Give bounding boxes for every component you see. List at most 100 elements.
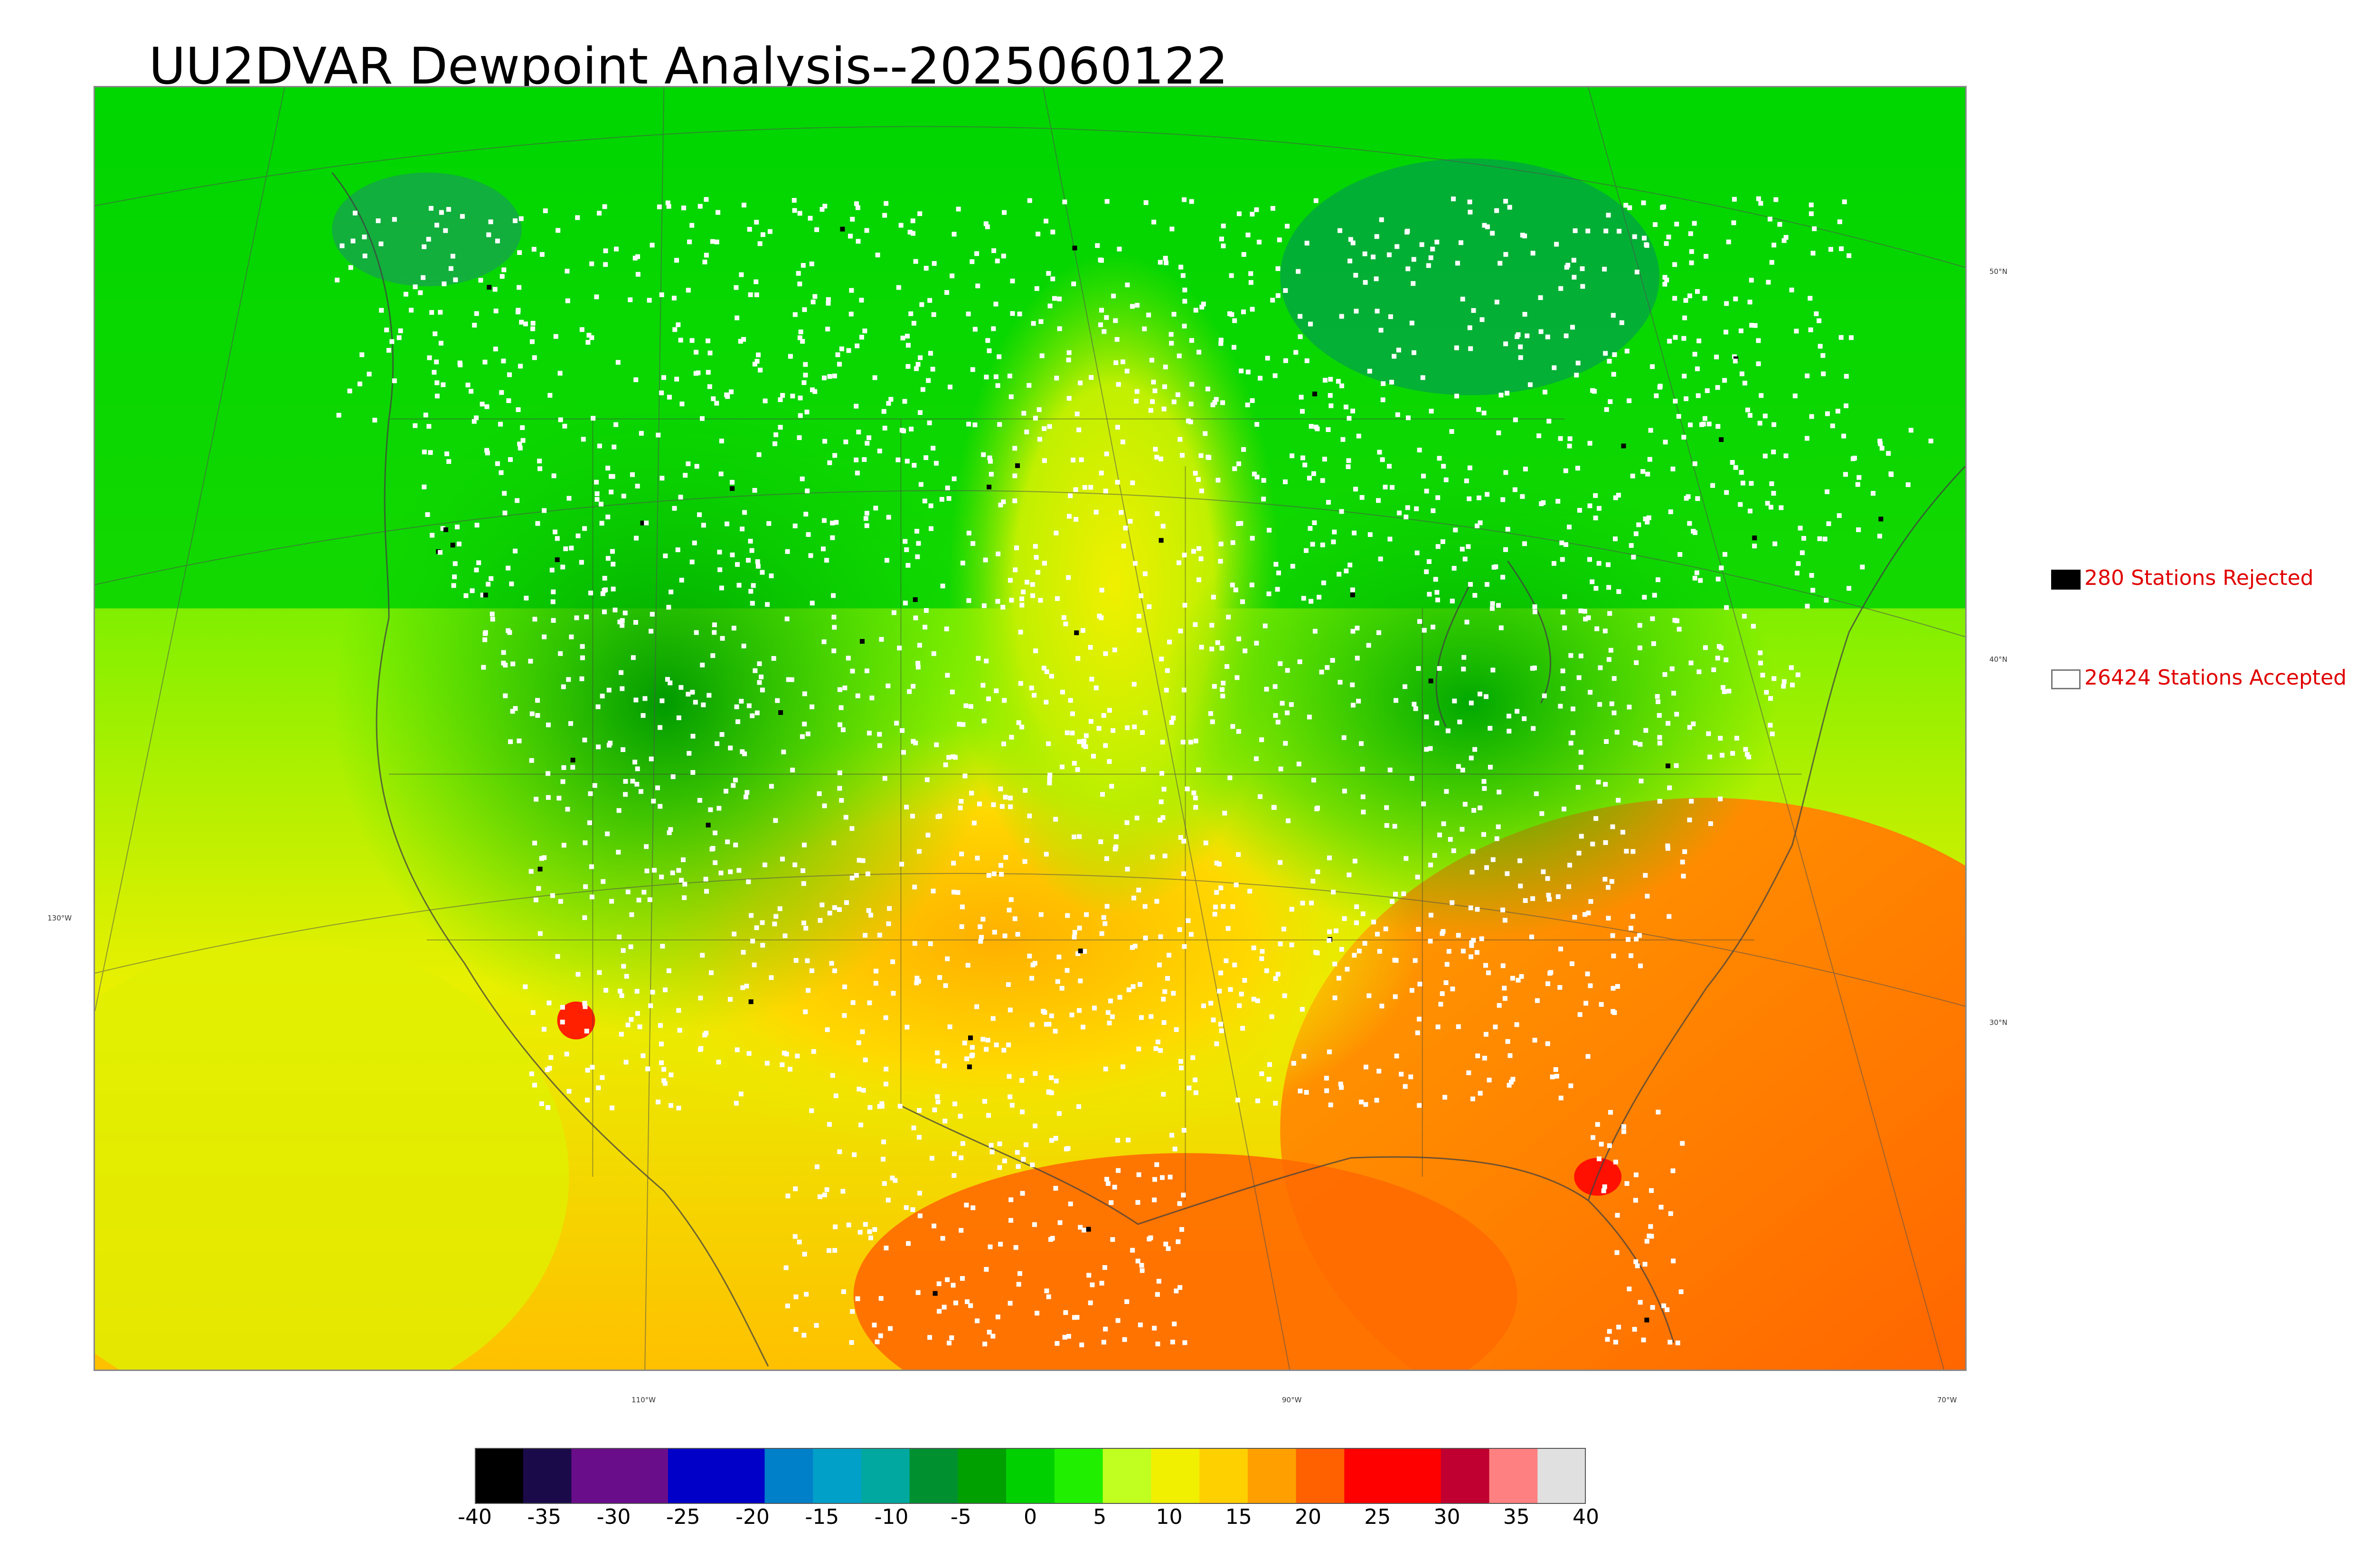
accepted-station-marker	[1633, 531, 1639, 536]
accepted-station-marker	[1342, 916, 1347, 921]
accepted-station-marker	[959, 798, 964, 804]
accepted-station-marker	[1392, 354, 1397, 359]
accepted-station-marker	[903, 601, 908, 606]
accepted-station-marker	[864, 511, 869, 516]
accepted-station-marker	[1301, 596, 1306, 601]
accepted-station-marker	[1639, 779, 1644, 784]
accepted-station-marker	[1009, 1103, 1015, 1108]
accepted-station-marker	[1522, 541, 1527, 546]
accepted-station-marker	[1267, 1062, 1272, 1067]
accepted-station-marker	[609, 899, 614, 904]
accepted-station-marker	[1172, 1146, 1178, 1152]
accepted-station-marker	[564, 1052, 569, 1057]
accepted-station-marker	[1350, 703, 1356, 708]
accepted-station-marker	[782, 933, 788, 939]
accepted-station-marker	[1638, 963, 1643, 968]
accepted-station-marker	[620, 618, 625, 623]
accepted-station-marker	[549, 567, 555, 573]
rejected-station-marker	[1752, 535, 1757, 541]
accepted-station-marker	[1362, 941, 1367, 946]
accepted-station-marker	[1751, 624, 1756, 629]
accepted-station-marker	[1609, 701, 1614, 706]
accepted-station-marker	[1687, 423, 1693, 428]
accepted-station-marker	[912, 884, 917, 890]
accepted-station-marker	[585, 1098, 590, 1103]
accepted-station-marker	[814, 1323, 819, 1328]
accepted-station-marker	[1719, 752, 1724, 758]
accepted-station-marker	[679, 878, 684, 883]
rejected-station-marker	[443, 527, 448, 532]
accepted-station-marker	[1350, 408, 1356, 413]
accepted-station-marker	[727, 997, 733, 1002]
accepted-station-marker	[875, 1339, 880, 1344]
accepted-station-marker	[1066, 575, 1071, 580]
accepted-station-marker	[1732, 197, 1737, 202]
accepted-station-marker	[716, 806, 722, 811]
accepted-station-marker	[856, 429, 861, 434]
accepted-station-marker	[809, 968, 814, 973]
accepted-station-marker	[1563, 542, 1568, 547]
accepted-station-marker	[1099, 588, 1104, 593]
accepted-station-marker	[1635, 1263, 1640, 1268]
accepted-station-marker	[867, 731, 872, 736]
accepted-station-marker	[518, 445, 523, 451]
accepted-station-marker	[1042, 561, 1047, 566]
accepted-station-marker	[1019, 724, 1025, 730]
accepted-station-marker	[1104, 856, 1109, 861]
accepted-station-marker	[508, 457, 513, 462]
accepted-station-marker	[1689, 798, 1694, 804]
accepted-station-marker	[984, 1047, 989, 1052]
accepted-station-marker	[669, 1103, 674, 1108]
accepted-station-marker	[991, 871, 997, 876]
accepted-station-marker	[1507, 729, 1512, 734]
accepted-station-marker	[993, 301, 999, 307]
accepted-station-marker	[403, 291, 408, 297]
accepted-station-marker	[1503, 547, 1508, 552]
accepted-station-marker	[697, 512, 702, 517]
accepted-station-marker	[765, 602, 770, 607]
accepted-station-marker	[1259, 737, 1264, 742]
accepted-station-marker	[696, 370, 701, 376]
accepted-station-marker	[1546, 892, 1551, 898]
accepted-station-marker	[755, 563, 761, 569]
accepted-station-marker	[859, 335, 864, 340]
accepted-station-marker	[1158, 456, 1163, 461]
accepted-station-marker	[1322, 457, 1327, 462]
accepted-station-marker	[934, 742, 939, 747]
accepted-station-marker	[1632, 234, 1637, 239]
accepted-station-marker	[1771, 450, 1776, 454]
accepted-station-marker	[995, 258, 1000, 263]
accepted-station-marker	[830, 1073, 835, 1078]
accepted-station-marker	[1631, 554, 1636, 560]
accepted-station-marker	[1681, 336, 1686, 341]
accepted-station-marker	[1163, 1241, 1168, 1247]
accepted-station-marker	[1009, 734, 1014, 740]
colorbar-tick-label: -15	[805, 1505, 839, 1529]
accepted-station-marker	[1838, 335, 1844, 340]
accepted-station-marker	[1569, 961, 1574, 967]
accepted-station-marker	[1236, 521, 1241, 526]
accepted-station-marker	[911, 320, 916, 326]
accepted-station-marker	[1178, 629, 1183, 634]
accepted-station-marker	[1077, 1008, 1082, 1013]
accepted-station-marker	[1232, 318, 1237, 323]
accepted-station-marker	[575, 533, 581, 538]
accepted-station-marker	[1516, 977, 1521, 983]
accepted-station-marker	[1342, 789, 1347, 794]
accepted-station-marker	[699, 416, 705, 421]
accepted-station-marker	[1637, 645, 1642, 650]
accepted-station-marker	[1081, 1024, 1086, 1030]
accepted-station-marker	[1032, 693, 1037, 698]
accepted-station-marker	[1666, 235, 1671, 240]
accepted-station-marker	[855, 343, 860, 348]
accepted-station-marker	[951, 754, 956, 759]
accepted-station-marker	[1665, 846, 1670, 851]
accepted-station-marker	[704, 253, 709, 258]
accepted-station-marker	[899, 862, 904, 867]
accepted-station-marker	[1099, 931, 1104, 936]
accepted-station-marker	[1798, 526, 1803, 531]
colorbar-band	[1006, 1448, 1055, 1504]
rejected-station-marker	[1078, 948, 1083, 954]
accepted-station-marker	[602, 204, 607, 209]
colorbar-tick-label: -30	[596, 1505, 631, 1529]
